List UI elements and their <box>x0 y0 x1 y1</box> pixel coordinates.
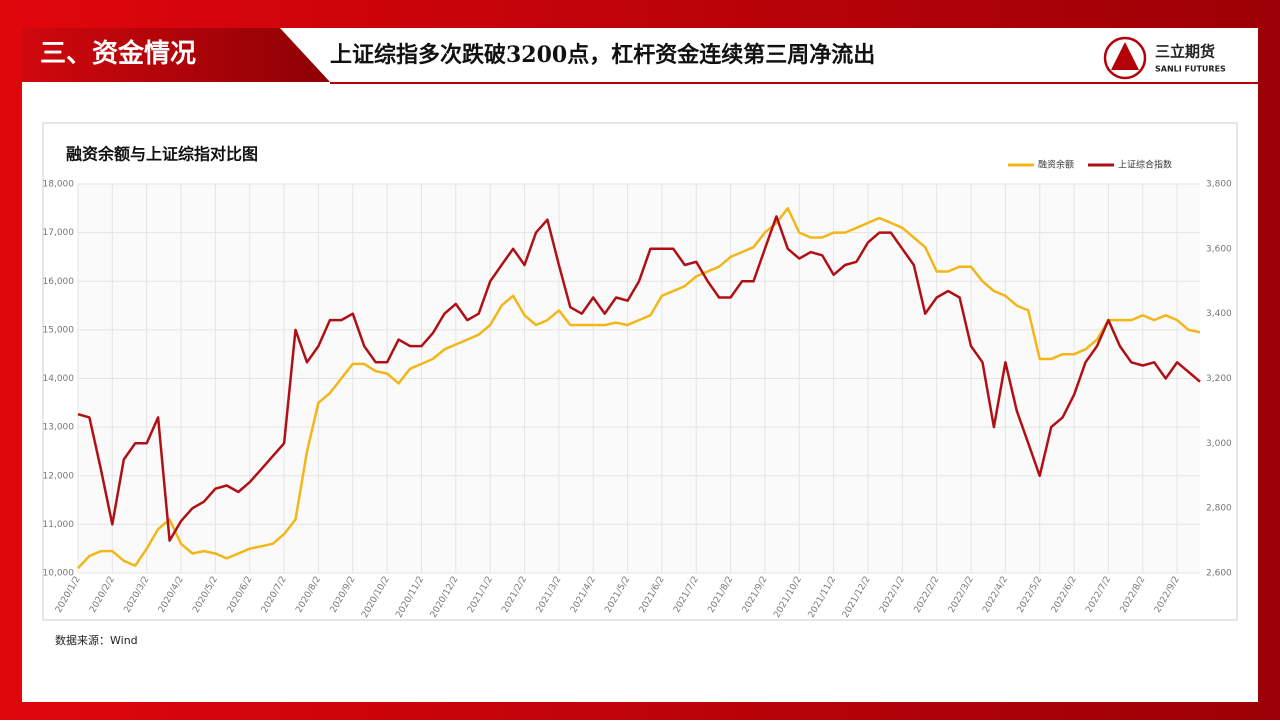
chart-title: 融资余额与上证综指对比图 <box>66 145 258 164</box>
y2-tick-label: 2,800 <box>1206 504 1232 514</box>
y2-tick-label: 2,600 <box>1206 569 1232 579</box>
y-tick-label: 15,000 <box>43 325 75 335</box>
logo-ring <box>1103 36 1147 80</box>
y2-tick-label: 3,200 <box>1206 374 1232 384</box>
y-tick-label: 16,000 <box>43 277 75 287</box>
headline: 上证综指多次跌破3200点，杠杆资金连续第三周净流出 <box>330 42 875 68</box>
section-title: 三、资金情况 <box>40 38 196 69</box>
y-tick-label: 13,000 <box>43 423 75 433</box>
y-tick-label: 18,000 <box>43 180 75 190</box>
series-line <box>77 207 1201 569</box>
series-line <box>77 215 1201 542</box>
legend-label: 上证综合指数 <box>1118 159 1172 171</box>
y-tick-label: 12,000 <box>43 471 75 481</box>
legend-label: 融资余额 <box>1038 159 1074 171</box>
y2-tick-label: 3,600 <box>1206 244 1232 254</box>
y-tick-label: 10,000 <box>43 569 75 579</box>
logo-name: 三立期货 <box>1155 43 1215 61</box>
logo: 三立期货 SANLI FUTURES <box>1103 36 1226 80</box>
y-tick-label: 17,000 <box>43 228 75 238</box>
logo-mark <box>1111 42 1139 70</box>
y-tick-label: 11,000 <box>43 520 75 530</box>
y2-tick-label: 3,400 <box>1206 309 1232 319</box>
section-band <box>22 28 330 82</box>
y-tick-label: 14,000 <box>43 374 75 384</box>
logo-name-en: SANLI FUTURES <box>1155 65 1226 74</box>
source-note: 数据来源：Wind <box>55 633 138 647</box>
y2-tick-label: 3,000 <box>1206 439 1232 449</box>
y2-tick-label: 3,800 <box>1206 180 1232 190</box>
